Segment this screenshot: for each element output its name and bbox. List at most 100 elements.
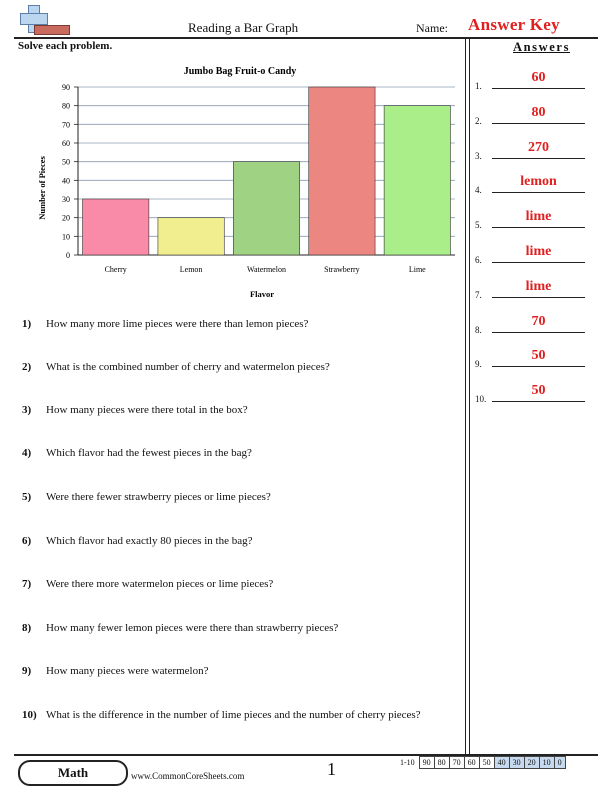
answer-row: 1. 60 — [475, 69, 585, 91]
answer-number: 10. — [475, 394, 487, 405]
question-number: 1) — [22, 318, 32, 330]
x-tick-label: Strawberry — [324, 265, 360, 274]
answers-heading: Answers — [513, 40, 571, 54]
chart-title: Jumbo Bag Fruit-o Candy — [184, 66, 297, 77]
answer-number: 1. — [475, 81, 482, 91]
question-text: Were there fewer strawberry pieces or li… — [46, 491, 271, 503]
x-tick-label: Watermelon — [247, 265, 286, 274]
header-divider — [14, 37, 598, 39]
question-text: Which flavor had exactly 80 pieces in th… — [46, 535, 253, 547]
answer-line — [492, 88, 585, 89]
score-cell: 30 — [508, 756, 525, 769]
answer-row: 9. 50 — [475, 347, 585, 369]
answer-row: 2. 80 — [475, 104, 585, 126]
answer-number: 8. — [475, 324, 482, 335]
y-tick-label: 40 — [62, 176, 70, 185]
y-tick-label: 20 — [62, 214, 70, 223]
answer-line — [492, 157, 585, 159]
question-text: How many more lime pieces were there tha… — [46, 318, 309, 330]
chart-x-axis-label: Flavor — [250, 289, 274, 299]
bar-lime — [383, 105, 451, 256]
answer-value: lime — [525, 209, 552, 225]
bar-strawberry — [308, 86, 376, 256]
instructions: Solve each problem. — [18, 40, 113, 52]
answer-line — [492, 192, 585, 194]
y-tick-label: 60 — [62, 139, 70, 148]
score-range-label: 1-10 — [400, 758, 415, 767]
question-item: 3) How many pieces were there total in th… — [22, 404, 248, 416]
answer-line — [492, 122, 585, 124]
answer-value: lemon — [520, 174, 557, 190]
score-cell: 70 — [448, 756, 465, 769]
question-number: 8) — [22, 622, 32, 634]
chart-y-axis-label: Number of Pieces — [37, 156, 47, 220]
question-item: 8) How many fewer lemon pieces were there… — [22, 622, 338, 634]
question-number: 9) — [22, 665, 32, 677]
y-tick-label: 10 — [62, 232, 70, 241]
question-item: 5) Were there fewer strawberry pieces or … — [22, 491, 271, 503]
column-divider — [465, 39, 470, 754]
question-text: What is the difference in the number of … — [46, 709, 421, 721]
x-tick-label: Lime — [409, 265, 426, 274]
answer-number: 4. — [475, 185, 482, 196]
logo-plus-icon — [20, 5, 48, 33]
bar-chart: Jumbo Bag Fruit-o Candy Number of Pieces… — [37, 66, 455, 299]
answer-row: 7. lime — [475, 278, 585, 300]
bar-lemon — [157, 217, 225, 256]
name-label: Name: — [416, 21, 448, 35]
answer-value: lime — [525, 244, 552, 259]
question-text: Were there more watermelon pieces or lim… — [46, 578, 274, 590]
question-text: What is the combined number of cherry an… — [46, 361, 330, 373]
answer-line — [492, 262, 585, 263]
question-number: 10) — [22, 709, 37, 721]
answer-key-label: Answer Key — [468, 15, 560, 34]
question-number: 4) — [22, 447, 32, 459]
score-cell: 20 — [523, 756, 540, 769]
x-tick-label: Cherry — [105, 265, 127, 274]
question-text: How many pieces were there total in the … — [46, 404, 248, 416]
answer-line — [492, 296, 585, 298]
website-link[interactable]: www.CommonCoreSheets.com — [131, 771, 245, 781]
question-item: 1) How many more lime pieces were there t… — [22, 318, 308, 330]
score-cell: 0 — [553, 756, 566, 769]
question-number: 5) — [22, 491, 32, 503]
answer-number: 3. — [475, 150, 482, 161]
answer-line — [492, 366, 585, 368]
page-number: 1 — [327, 759, 336, 779]
answer-row: 8. 70 — [475, 313, 585, 335]
answer-number: 5. — [475, 220, 482, 231]
score-cell: 90 — [418, 756, 435, 769]
answer-line — [492, 331, 585, 333]
y-tick-label: 0 — [66, 251, 70, 260]
answer-value: 80 — [531, 104, 546, 120]
answer-value: 60 — [531, 70, 546, 85]
question-item: 6) Which flavor had exactly 80 pieces in … — [22, 535, 252, 547]
answer-value: lime — [525, 278, 552, 294]
question-item: 9) How many pieces were watermelon? — [22, 665, 209, 677]
score-table: 1-10 90 80 70 60 50 40 30 20 10 0 — [397, 756, 566, 769]
worksheet-title: Reading a Bar Graph — [188, 20, 299, 35]
answer-value: 50 — [531, 348, 546, 364]
answer-line — [492, 227, 585, 229]
x-tick-label: Lemon — [180, 265, 203, 274]
subject-badge: Math — [18, 760, 128, 786]
question-text: Which flavor had the fewest pieces in th… — [46, 447, 252, 459]
answer-row: 10. 50 — [475, 382, 585, 404]
answer-number: 9. — [475, 359, 482, 370]
score-cell: 40 — [493, 756, 510, 769]
bar-cherry — [82, 198, 150, 256]
question-number: 3) — [22, 404, 32, 416]
answer-number: 2. — [475, 115, 482, 126]
answer-value: 50 — [531, 383, 546, 399]
answer-value: 270 — [528, 139, 549, 155]
answer-row: 3. 270 — [475, 139, 585, 161]
footer-divider — [14, 754, 598, 756]
bar-watermelon — [233, 161, 300, 256]
logo-bar-icon — [34, 25, 70, 35]
question-number: 6) — [22, 535, 32, 547]
question-text: How many fewer lemon pieces were there t… — [46, 622, 339, 634]
answer-number: 7. — [475, 289, 482, 300]
y-tick-label: 30 — [62, 195, 70, 204]
question-item: 2) What is the combined number of cherry … — [22, 361, 330, 373]
y-tick-label: 80 — [62, 102, 70, 111]
